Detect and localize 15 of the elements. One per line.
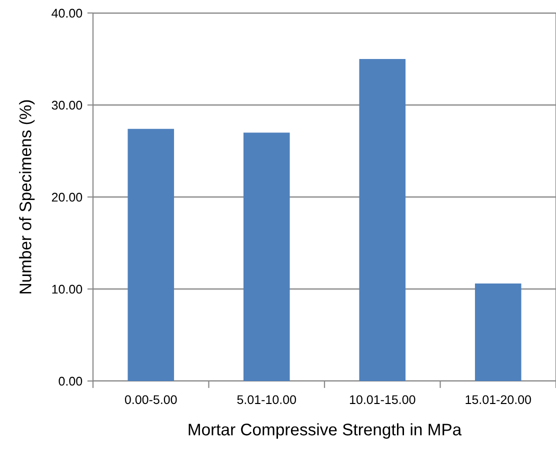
x-tick-label: 5.01-10.00 — [237, 395, 296, 404]
y-tick-label: 30.00 — [52, 100, 82, 110]
x-tick-label: 10.01-15.00 — [350, 395, 416, 404]
y-tick-label: 10.00 — [52, 284, 82, 294]
x-tick-label: 0.00-5.00 — [124, 395, 177, 404]
bar — [474, 283, 522, 381]
x-axis-title: Mortar Compressive Strength in MPa — [188, 423, 462, 439]
bar — [243, 132, 290, 381]
bar — [359, 59, 406, 381]
x-tick-label: 15.01-20.00 — [466, 395, 531, 404]
bar — [128, 128, 174, 381]
y-axis-title: Number of Specimens (%) — [19, 100, 35, 294]
y-tick-label: 20.00 — [52, 192, 82, 202]
y-tick-label: 40.00 — [52, 8, 82, 18]
y-tick-label: 0.00 — [58, 376, 82, 386]
